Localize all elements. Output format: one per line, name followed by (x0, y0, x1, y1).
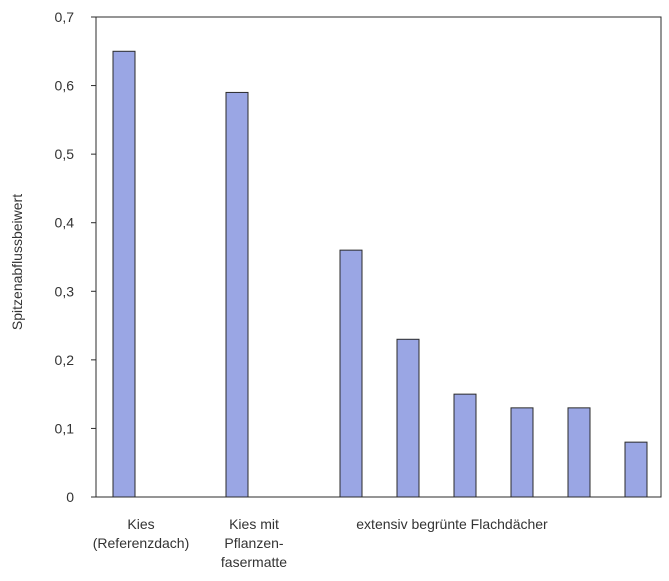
x-category-label-line: extensiv begrünte Flachdächer (356, 516, 548, 532)
y-tick-label: 0,5 (55, 146, 75, 162)
y-tick-label: 0,3 (55, 283, 75, 299)
y-tick-label: 0,6 (55, 78, 75, 94)
x-category-label-line: Kies mit (229, 516, 279, 532)
y-tick-label: 0,1 (55, 420, 75, 436)
y-axis-title: Spitzenabflussbeiwert (9, 194, 25, 330)
y-axis-ticks: 0 0,1 0,2 0,3 0,4 0,5 0,6 0,7 (55, 9, 96, 505)
y-tick-label: 0,7 (55, 9, 75, 25)
x-category-label: Kies mit Pflanzen-fasermatte (221, 516, 287, 570)
y-tick-label: 0,4 (55, 215, 75, 231)
x-category-label-line: Pflanzen- (224, 535, 283, 551)
bar (339, 249, 363, 498)
bar (567, 407, 591, 498)
x-category-label-line: fasermatte (221, 554, 287, 570)
y-tick-label: 0,2 (55, 352, 75, 368)
x-category-label-line: Kies (127, 516, 154, 532)
bar (225, 91, 249, 498)
y-tick-label: 0 (66, 489, 74, 505)
plot-frame (95, 16, 662, 498)
bar (624, 441, 648, 498)
bars (112, 50, 648, 498)
x-category-label-line: (Referenzdach) (93, 535, 190, 551)
bar (453, 393, 477, 498)
x-axis-category-labels: Kies (Referenzdach) Kies mit Pflanzen-faser… (93, 516, 548, 570)
bar (112, 50, 136, 498)
x-category-label: extensiv begrünte Flachdächer (356, 516, 548, 532)
bar (396, 338, 420, 498)
bar (510, 407, 534, 498)
x-category-label: Kies (Referenzdach) (93, 516, 190, 551)
